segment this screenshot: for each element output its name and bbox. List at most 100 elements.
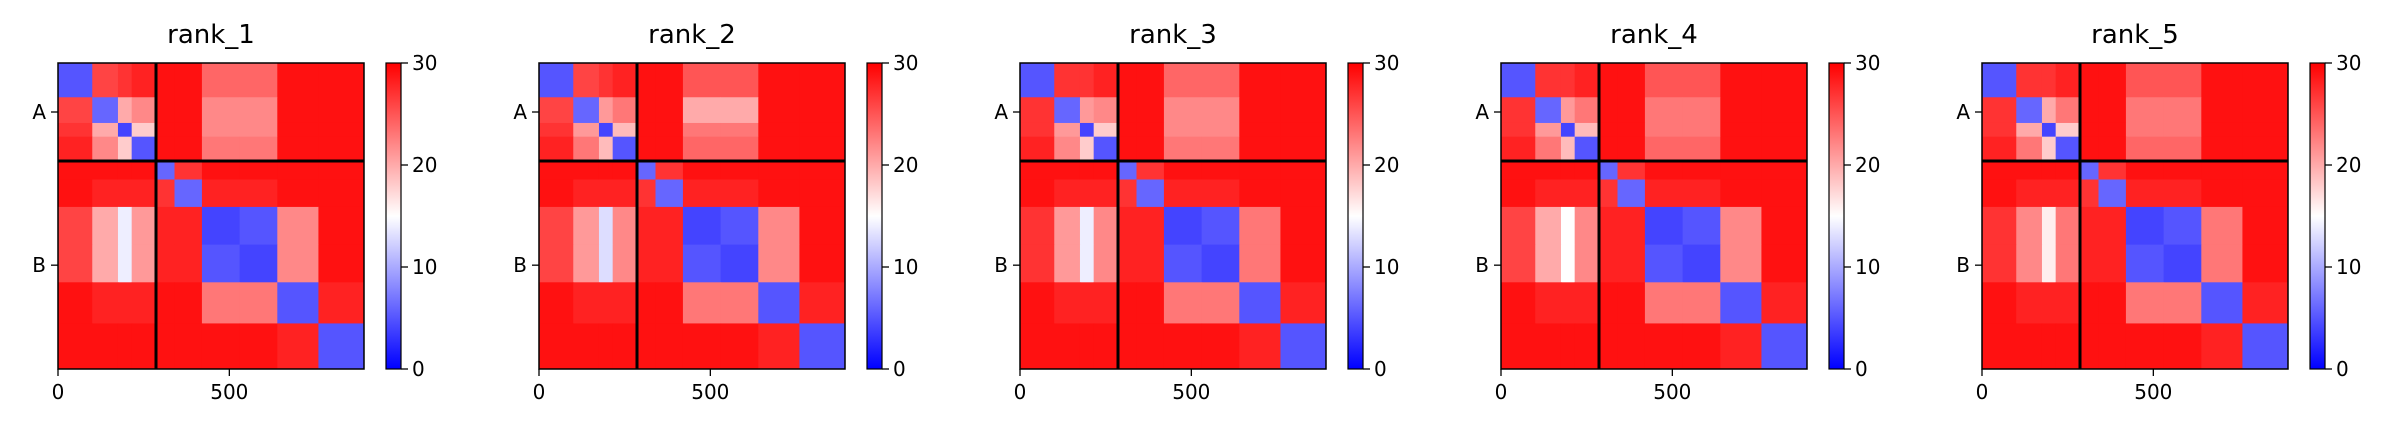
heatmap-cell (1136, 179, 1165, 208)
heatmap-cell (58, 136, 93, 162)
heatmap-cell (2080, 244, 2100, 283)
heatmap-cell (637, 282, 657, 324)
plot-frame (538, 62, 846, 370)
heatmap-cell (2242, 122, 2289, 138)
heatmap-cell (131, 63, 157, 98)
colorbar-tick-label: 0 (1374, 357, 1387, 381)
heatmap-cell (1761, 244, 1808, 283)
heatmap-cell (1079, 323, 1095, 370)
heatmap-cell (58, 161, 93, 181)
heatmap-cell (1118, 122, 1138, 138)
heatmap-cell (612, 97, 638, 124)
heatmap-cell (655, 161, 684, 181)
heatmap-cell (598, 179, 614, 208)
heatmap-cell (799, 161, 846, 181)
heatmap-cell (1280, 63, 1327, 98)
heatmap-cell (1574, 122, 1600, 138)
heatmap-cell (758, 63, 800, 98)
heatmap-cell (1644, 179, 1684, 208)
heatmap-cell (2242, 206, 2289, 246)
heatmap-cell (655, 179, 684, 208)
colorbar-tick-label: 20 (412, 153, 437, 177)
heatmap-cell (539, 122, 574, 138)
heatmap-cell (1761, 63, 1808, 98)
heatmap-cell (1720, 206, 1762, 246)
heatmap-cell (1020, 282, 1055, 324)
heatmap-cell (1535, 206, 1562, 246)
heatmap-cell (239, 282, 278, 324)
heatmap-cell (637, 63, 657, 98)
heatmap-cell (573, 63, 600, 98)
heatmap-cell (2098, 136, 2127, 162)
heatmap-cell (612, 63, 638, 98)
heatmap-cell (758, 179, 800, 208)
heatmap-cell (682, 244, 722, 283)
heatmap-cell (318, 323, 365, 370)
heatmap-cell (117, 63, 133, 98)
y-tick-label: A (32, 100, 46, 124)
heatmap-cell (174, 244, 203, 283)
heatmap-cell (612, 179, 638, 208)
heatmap-cell (1093, 97, 1119, 124)
heatmap-cell (1720, 63, 1762, 98)
heatmap-cell (1020, 63, 1055, 98)
heatmap-cell (1136, 323, 1165, 370)
heatmap-cell (2016, 179, 2043, 208)
heatmap-cell (1617, 206, 1646, 246)
heatmap-cell (117, 244, 133, 283)
heatmap-cell (1501, 206, 1536, 246)
heatmap-cell (1118, 97, 1138, 124)
x-tick-label: 0 (1014, 380, 1027, 404)
heatmap-cell (799, 206, 846, 246)
colorbar-tick-label: 30 (2336, 51, 2361, 75)
heatmap-cell (1054, 206, 1081, 246)
heatmap-cell (1118, 161, 1138, 181)
heatmap-cell (1682, 323, 1721, 370)
heatmap-cell (637, 161, 657, 181)
heatmap-cell (1093, 63, 1119, 98)
heatmap-cell (1574, 161, 1600, 181)
heatmap-cell (131, 244, 157, 283)
heatmap-cell (58, 63, 93, 98)
heatmap-cell (1560, 161, 1576, 181)
heatmap-cell (1020, 161, 1055, 181)
heatmap-cell (573, 122, 600, 138)
heatmap-cell (1079, 282, 1095, 324)
heatmap-cell (1574, 282, 1600, 324)
heatmap-cell (1239, 282, 1281, 324)
heatmap-cell (92, 63, 119, 98)
heatmap-cell (1239, 122, 1281, 138)
heatmap-cell (682, 63, 722, 98)
heatmap-cell (1201, 244, 1240, 283)
heatmap-cell (174, 136, 203, 162)
heatmap-cell (2201, 97, 2243, 124)
heatmap-cell (2016, 122, 2043, 138)
heatmap-cell (1644, 244, 1684, 283)
heatmap-cell (612, 122, 638, 138)
heatmap-cell (1560, 63, 1576, 98)
heatmap-cell (1201, 63, 1240, 98)
heatmap-cell (1535, 282, 1562, 324)
colorbar-tick-label: 30 (1855, 51, 1880, 75)
heatmap-cell (612, 136, 638, 162)
panel: rank_2 0 500 A B 0 10 20 30 (513, 20, 918, 404)
heatmap-cell (1163, 323, 1203, 370)
heatmap-cell (1201, 282, 1240, 324)
heatmap-cell (1020, 97, 1055, 124)
heatmap-cell (799, 97, 846, 124)
heatmap-cell (1644, 206, 1684, 246)
heatmap-cell (1982, 206, 2017, 246)
heatmap-cell (637, 244, 657, 283)
heatmap-cell (1644, 122, 1684, 138)
heatmap-cell (2016, 63, 2043, 98)
heatmap-cell (277, 323, 319, 370)
heatmap-cell (720, 282, 759, 324)
heatmap-cell (720, 323, 759, 370)
heatmap-cell (573, 136, 600, 162)
heatmap-cell (156, 244, 176, 283)
heatmap-cell (131, 122, 157, 138)
heatmap-cell (1682, 122, 1721, 138)
heatmap-cell (1093, 206, 1119, 246)
heatmap-cell (92, 97, 119, 124)
heatmap-cell (758, 244, 800, 283)
